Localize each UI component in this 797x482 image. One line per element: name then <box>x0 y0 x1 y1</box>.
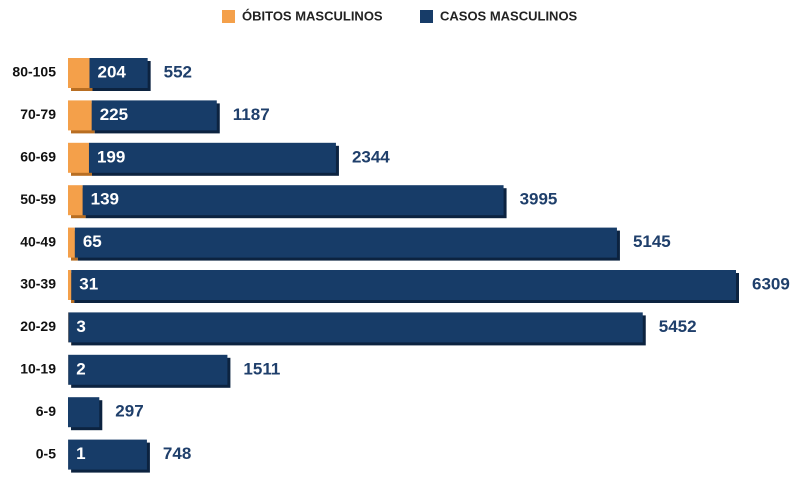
y-tick-label: 80-105 <box>12 64 56 80</box>
value-label: 2344 <box>352 147 390 166</box>
bar <box>88 142 336 173</box>
bar <box>82 185 504 216</box>
bar <box>68 270 72 300</box>
legend-label: ÓBITOS MASCULINOS <box>242 8 383 23</box>
bar <box>91 100 217 131</box>
value-label: 2 <box>76 359 85 378</box>
value-label: 1 <box>76 444 85 463</box>
value-label: 748 <box>163 444 191 463</box>
bar <box>68 58 90 88</box>
y-tick-label: 6-9 <box>36 403 56 419</box>
value-label: 139 <box>91 190 119 209</box>
value-label: 6309 <box>752 274 790 293</box>
value-label: 5452 <box>659 317 697 336</box>
bar <box>68 227 75 258</box>
bar <box>68 185 83 216</box>
value-label: 1511 <box>243 359 280 378</box>
bar <box>68 142 89 173</box>
legend-swatch <box>420 10 433 23</box>
legend-swatch <box>222 10 235 23</box>
bar <box>68 439 147 470</box>
y-tick-label: 60-69 <box>20 149 56 165</box>
value-label: 3995 <box>520 190 558 209</box>
bar <box>68 354 228 385</box>
value-label: 225 <box>100 105 128 124</box>
value-label: 31 <box>79 274 98 293</box>
y-tick-label: 70-79 <box>20 106 56 122</box>
bar <box>68 397 100 428</box>
value-label: 5145 <box>633 232 671 251</box>
value-label: 552 <box>164 62 192 81</box>
bar <box>71 270 737 300</box>
y-tick-label: 0-5 <box>36 445 56 461</box>
value-label: 1187 <box>233 105 270 124</box>
y-tick-label: 30-39 <box>20 276 56 292</box>
y-tick-label: 10-19 <box>20 361 56 377</box>
y-tick-label: 50-59 <box>20 191 56 207</box>
y-tick-label: 40-49 <box>20 233 56 249</box>
value-label: 65 <box>83 232 102 251</box>
legend-label: CASOS MASCULINOS <box>440 8 578 23</box>
bar <box>89 58 148 88</box>
value-label: 297 <box>115 402 143 421</box>
bar <box>68 100 92 131</box>
value-label: 204 <box>97 62 126 81</box>
bar <box>74 227 617 258</box>
bar <box>68 312 643 343</box>
y-tick-label: 20-29 <box>20 318 56 334</box>
value-label: 3 <box>76 317 85 336</box>
value-label: 199 <box>97 147 125 166</box>
